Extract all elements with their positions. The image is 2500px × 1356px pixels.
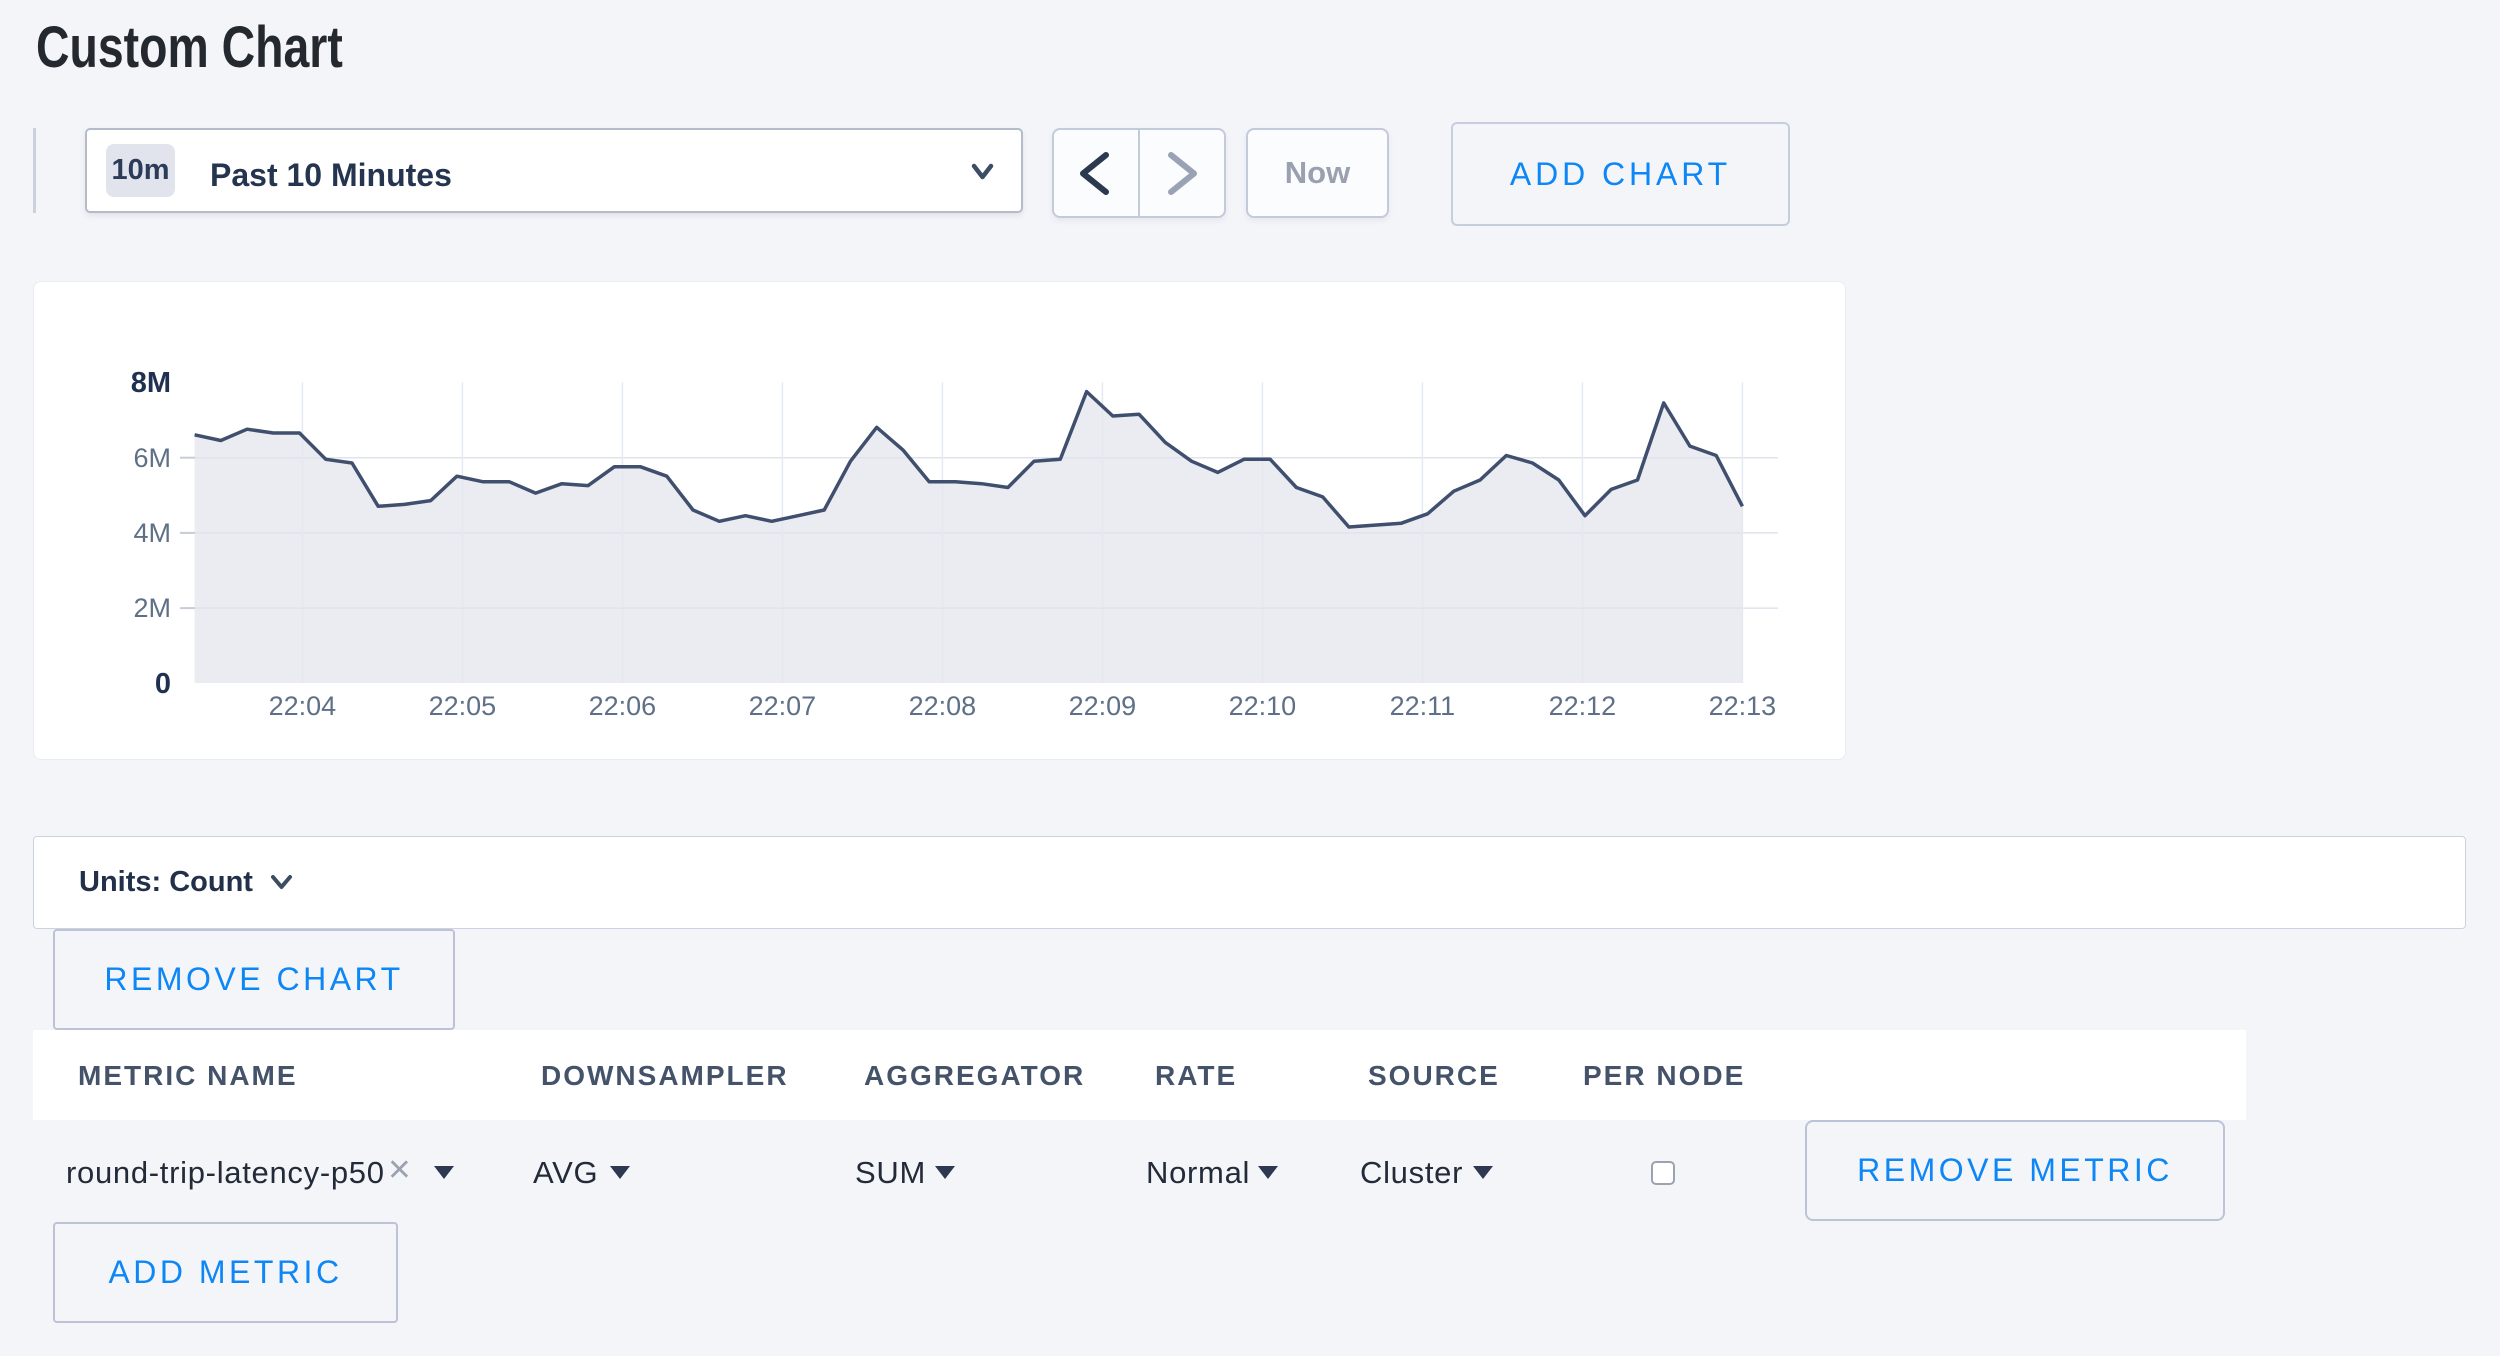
- svg-text:22:07: 22:07: [749, 691, 817, 721]
- svg-text:8M: 8M: [131, 367, 171, 399]
- svg-text:22:10: 22:10: [1229, 691, 1297, 721]
- svg-text:4M: 4M: [133, 518, 171, 548]
- svg-text:22:09: 22:09: [1069, 691, 1137, 721]
- svg-text:2M: 2M: [133, 593, 171, 623]
- svg-text:22:05: 22:05: [429, 691, 497, 721]
- svg-text:22:04: 22:04: [269, 691, 337, 721]
- svg-text:6M: 6M: [133, 443, 171, 473]
- svg-text:22:06: 22:06: [589, 691, 657, 721]
- svg-text:22:12: 22:12: [1549, 691, 1617, 721]
- svg-text:0: 0: [155, 668, 171, 700]
- svg-text:22:08: 22:08: [909, 691, 977, 721]
- svg-text:22:13: 22:13: [1709, 691, 1777, 721]
- svg-text:22:11: 22:11: [1390, 691, 1456, 721]
